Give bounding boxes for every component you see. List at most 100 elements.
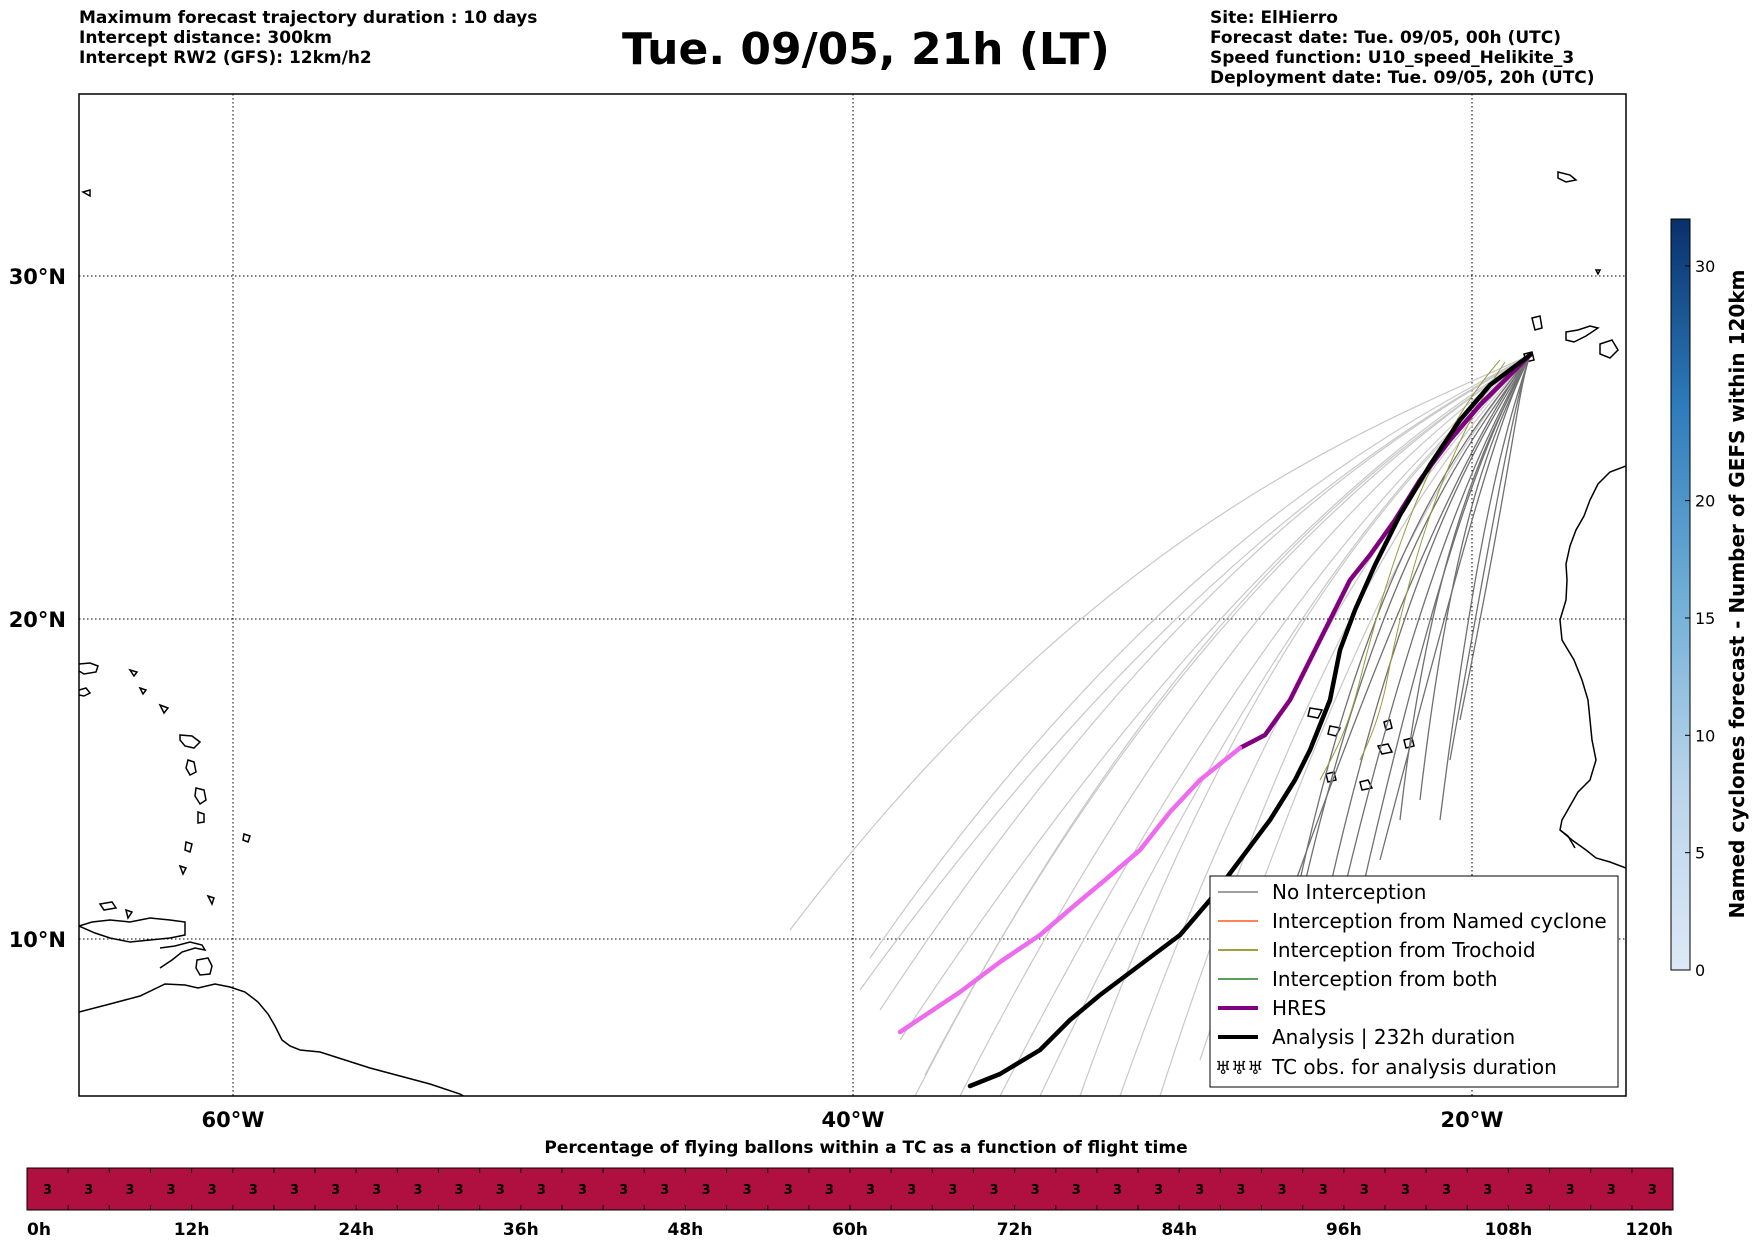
map-border xyxy=(78,93,1627,1097)
timeline-tick-label: 12h xyxy=(174,1220,210,1240)
timeline-cell-value: 3 xyxy=(1031,1183,1040,1198)
timeline-cell-value: 3 xyxy=(167,1183,176,1198)
timeline-cell-value: 3 xyxy=(84,1183,93,1198)
timeline-cell-value: 3 xyxy=(866,1183,875,1198)
timeline-cell-value: 3 xyxy=(1483,1183,1492,1198)
island-cape-verde-3 xyxy=(1359,779,1374,791)
island-cape-verde-5 xyxy=(1327,725,1342,737)
island-madeira xyxy=(1557,171,1578,183)
longitude-labels: 60°W 40°W 20°W xyxy=(202,1108,1504,1132)
timeline-tick-label: 48h xyxy=(668,1220,704,1240)
timeline-cell-value: 3 xyxy=(43,1183,52,1198)
legend-label-no-interception: No Interception xyxy=(1272,880,1426,904)
timeline-cell-value: 3 xyxy=(537,1183,546,1198)
colorbar: 0 5 10 15 20 30 Named cyclones forecast - Num… xyxy=(1670,218,1749,980)
island-canary-3 xyxy=(1599,339,1619,359)
gefs-track xyxy=(789,354,1531,931)
header-right: Site: ElHierro Forecast date: Tue. 09/05… xyxy=(1210,8,1595,88)
island-dominica xyxy=(185,759,197,776)
gefs-track xyxy=(1439,354,1531,821)
header-left: Maximum forecast trajectory duration : 1… xyxy=(79,8,537,68)
lat-label-20: 20°N xyxy=(9,608,66,632)
timeline-tick-label: 36h xyxy=(503,1220,539,1240)
gefs-track xyxy=(899,354,1531,1041)
island-aruba xyxy=(98,901,118,911)
timeline-cell-value: 3 xyxy=(1607,1183,1616,1198)
legend-label-tc-obs: TC obs. for analysis duration xyxy=(1271,1055,1557,1079)
timeline-cell-value: 3 xyxy=(990,1183,999,1198)
island-canary-2 xyxy=(1565,325,1600,343)
timeline-cell-value: 3 xyxy=(948,1183,957,1198)
timeline-cell-value: 3 xyxy=(1113,1183,1122,1198)
colorbar-tick-label: 20 xyxy=(1695,492,1715,511)
coastline-south-america xyxy=(79,983,465,1096)
timeline-cell-value: 3 xyxy=(619,1183,628,1198)
gefs-track xyxy=(1039,354,1531,1096)
lat-label-10: 10°N xyxy=(9,928,66,952)
analysis-track xyxy=(967,352,1533,1089)
timeline-cell-value: 3 xyxy=(1524,1183,1533,1198)
legend-label-hres: HRES xyxy=(1272,996,1326,1020)
timeline-tick-label: 120h xyxy=(1625,1220,1673,1240)
island-cape-verde-4 xyxy=(1307,707,1324,719)
forecast-date-text: Forecast date: Tue. 09/05, 00h (UTC) xyxy=(1210,28,1561,48)
gefs-track xyxy=(959,354,1531,1096)
gefs-track xyxy=(1419,354,1531,801)
gefs-track xyxy=(879,354,1531,1011)
hres-track xyxy=(1237,352,1533,751)
timeline-cell-value: 3 xyxy=(1401,1183,1410,1198)
island-small-2 xyxy=(138,686,148,696)
timeline-cell-value: 3 xyxy=(1072,1183,1081,1198)
timeline-title: Percentage of flying ballons within a TC… xyxy=(544,1138,1187,1158)
timeline-cell-value: 3 xyxy=(660,1183,669,1198)
intercept-distance-text: Intercept distance: 300km xyxy=(79,28,332,48)
timeline-cell-value: 3 xyxy=(1566,1183,1575,1198)
hres-track-late xyxy=(897,745,1243,1035)
island-st-lucia xyxy=(197,810,205,824)
legend-label-named-cyclone: Interception from Named cyclone xyxy=(1272,909,1607,933)
colorbar-tick-label: 5 xyxy=(1695,844,1705,863)
colorbar-tick-label: 30 xyxy=(1695,257,1715,276)
island-grenada xyxy=(184,840,193,854)
coastlines xyxy=(79,171,1626,1096)
island-small-3 xyxy=(158,703,170,715)
island-azores-small xyxy=(1594,269,1602,276)
timeline-tick-label: 108h xyxy=(1485,1220,1533,1240)
gefs-track xyxy=(1399,354,1531,821)
trochoid-track xyxy=(1359,361,1506,761)
timeline-tick-label: 0h xyxy=(27,1220,51,1240)
colorbar-gradient xyxy=(1670,218,1691,971)
lon-label-20w: 20°W xyxy=(1441,1108,1504,1132)
legend-tc-obs-icon: ♅♅♅ xyxy=(1215,1058,1263,1079)
timeline-tick-label: 24h xyxy=(338,1220,374,1240)
timeline-tick-label: 96h xyxy=(1326,1220,1362,1240)
timeline-cell-value: 3 xyxy=(825,1183,834,1198)
island-small-1 xyxy=(128,668,139,678)
timeline-tick-label: 60h xyxy=(832,1220,868,1240)
lon-label-60w: 60°W xyxy=(202,1108,265,1132)
timeline-cell-value: 3 xyxy=(496,1183,505,1198)
island-barbados xyxy=(242,833,251,843)
site-text: Site: ElHierro xyxy=(1210,8,1338,28)
max-duration-text: Maximum forecast trajectory duration : 1… xyxy=(79,8,538,28)
timeline-cell-value: 3 xyxy=(1278,1183,1287,1198)
page-title: Tue. 09/05, 21h (LT) xyxy=(622,24,1110,75)
gefs-track xyxy=(1329,354,1531,951)
timeline-cell-value: 3 xyxy=(578,1183,587,1198)
timeline-cell-value: 3 xyxy=(1195,1183,1204,1198)
coastline-africa-bight xyxy=(1559,829,1576,849)
gefs-track xyxy=(869,354,1531,959)
latitude-labels: 30°N 20°N 10°N xyxy=(9,265,66,952)
island-guadeloupe xyxy=(179,734,202,749)
island-bonaire xyxy=(124,908,134,920)
island-cape-verde-6 xyxy=(1325,771,1337,783)
island-cape-verde-2 xyxy=(1403,737,1415,749)
island-small-4 xyxy=(178,864,188,876)
lon-label-40w: 40°W xyxy=(822,1108,885,1132)
colorbar-label: Named cyclones forecast - Number of GEFS… xyxy=(1725,270,1749,919)
coastline-colombia xyxy=(79,917,186,943)
colorbar-tick-label: 15 xyxy=(1695,609,1715,628)
timeline-cell-value: 3 xyxy=(907,1183,916,1198)
timeline-cell-value: 3 xyxy=(743,1183,752,1198)
